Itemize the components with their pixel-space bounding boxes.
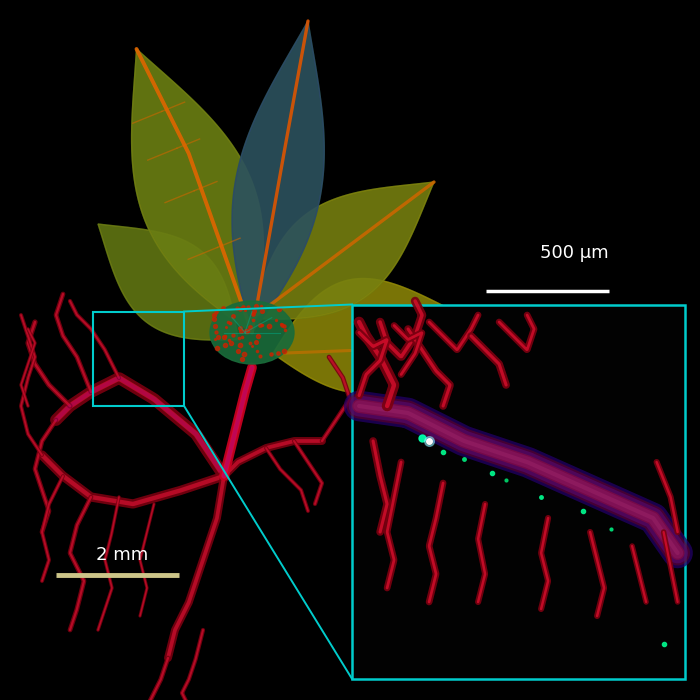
Polygon shape — [232, 21, 324, 332]
Polygon shape — [273, 279, 462, 393]
Polygon shape — [273, 279, 462, 393]
Polygon shape — [132, 49, 263, 332]
Polygon shape — [252, 182, 434, 319]
Polygon shape — [232, 21, 324, 332]
Bar — [352, 304, 685, 679]
Bar — [93, 312, 184, 406]
Text: 2 mm: 2 mm — [97, 545, 148, 564]
Polygon shape — [98, 224, 238, 340]
Polygon shape — [132, 49, 263, 332]
Polygon shape — [98, 224, 238, 340]
Text: 500 μm: 500 μm — [540, 244, 608, 262]
Ellipse shape — [210, 301, 294, 364]
Polygon shape — [252, 182, 434, 319]
